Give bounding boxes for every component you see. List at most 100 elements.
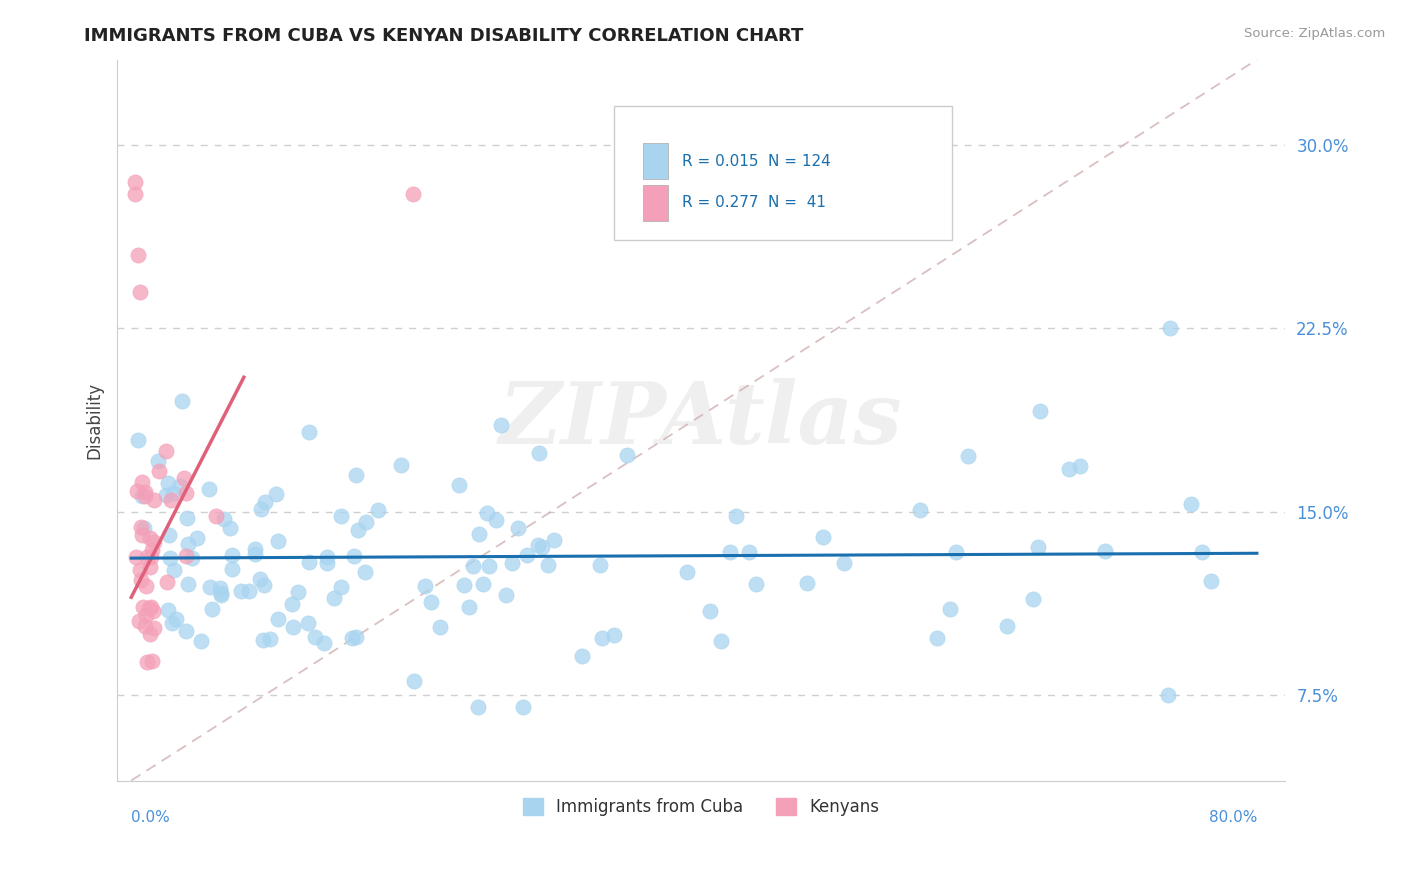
FancyBboxPatch shape <box>613 106 952 240</box>
Point <box>1159 321 1181 335</box>
Point <box>367 503 389 517</box>
Point <box>238 583 260 598</box>
Point <box>468 526 491 541</box>
Point <box>221 562 243 576</box>
Point <box>267 612 290 626</box>
Point <box>710 634 733 648</box>
Point <box>209 585 232 599</box>
Point <box>128 614 150 628</box>
Point <box>591 631 613 645</box>
Point <box>420 595 443 609</box>
Point <box>529 446 551 460</box>
Point <box>253 578 276 592</box>
Point <box>347 523 370 537</box>
Point <box>131 489 153 503</box>
Point <box>124 187 146 202</box>
Point <box>253 495 276 509</box>
Point <box>344 468 367 483</box>
Point <box>354 515 377 529</box>
Point <box>259 632 281 647</box>
Point <box>138 531 160 545</box>
Point <box>676 565 699 579</box>
Point <box>813 530 835 544</box>
Point <box>1069 458 1091 473</box>
Point <box>249 572 271 586</box>
Point <box>141 549 163 564</box>
Point <box>139 599 162 614</box>
Point <box>1026 540 1049 554</box>
Point <box>512 700 534 714</box>
Point <box>616 448 638 462</box>
Point <box>997 619 1019 633</box>
Point <box>489 417 512 432</box>
Y-axis label: Disability: Disability <box>86 382 103 458</box>
Point <box>267 533 290 548</box>
Point <box>156 575 179 590</box>
Point <box>588 558 610 573</box>
Point <box>344 630 367 644</box>
Point <box>1022 592 1045 607</box>
Point <box>298 425 321 439</box>
Point <box>939 601 962 615</box>
Point <box>218 520 240 534</box>
Point <box>516 548 538 562</box>
Point <box>143 493 166 508</box>
Point <box>124 175 146 189</box>
Point <box>543 533 565 548</box>
Point <box>132 521 155 535</box>
Point <box>413 579 436 593</box>
Point <box>536 558 558 573</box>
Point <box>201 601 224 615</box>
Point <box>745 577 768 591</box>
Point <box>156 603 179 617</box>
Point <box>160 616 183 631</box>
Point <box>129 520 152 534</box>
Point <box>478 558 501 573</box>
Point <box>315 556 337 570</box>
Point <box>458 600 481 615</box>
Point <box>157 528 180 542</box>
Point <box>250 502 273 516</box>
Point <box>127 433 149 447</box>
Point <box>724 509 747 524</box>
Point <box>124 549 146 564</box>
Point <box>243 542 266 557</box>
Point <box>340 631 363 645</box>
FancyBboxPatch shape <box>643 144 668 179</box>
Point <box>314 636 336 650</box>
Point <box>323 591 346 606</box>
Point <box>128 563 150 577</box>
Point <box>485 513 508 527</box>
Point <box>329 580 352 594</box>
Point <box>508 521 530 535</box>
Point <box>208 581 231 595</box>
Point <box>330 508 353 523</box>
Point <box>165 612 187 626</box>
Point <box>135 607 157 622</box>
Point <box>297 616 319 631</box>
Point <box>148 464 170 478</box>
Point <box>162 486 184 500</box>
Point <box>209 588 232 602</box>
Point <box>495 588 517 602</box>
Point <box>127 248 149 262</box>
Point <box>389 458 412 472</box>
Point <box>429 620 451 634</box>
Point <box>283 620 305 634</box>
Point <box>229 584 252 599</box>
Point <box>141 653 163 667</box>
Point <box>146 454 169 468</box>
Point <box>737 545 759 559</box>
Point <box>280 598 302 612</box>
Text: N = 124: N = 124 <box>768 153 831 169</box>
Point <box>186 531 208 545</box>
Point <box>155 488 177 502</box>
Point <box>354 565 377 579</box>
Point <box>173 471 195 485</box>
FancyBboxPatch shape <box>643 185 668 221</box>
Point <box>128 285 150 299</box>
Point <box>181 551 204 566</box>
Point <box>315 549 337 564</box>
Text: 0.0%: 0.0% <box>131 810 170 825</box>
Point <box>908 503 931 517</box>
